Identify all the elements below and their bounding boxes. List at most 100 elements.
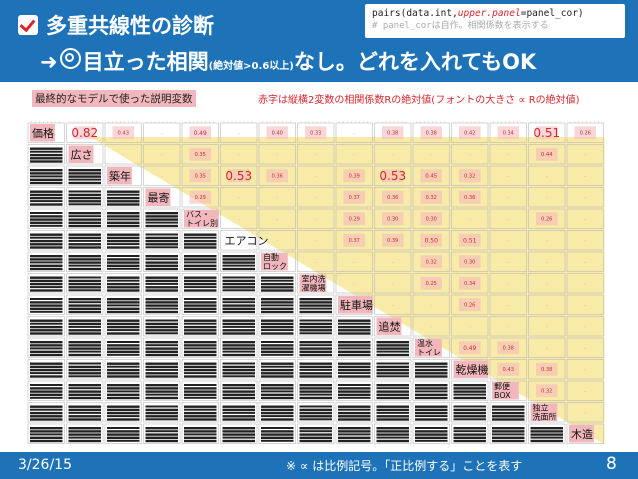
matrix-cell [566,251,604,272]
r-value: 0.32 [426,195,437,201]
scatter-cell [299,319,332,335]
matrix-cell [374,337,412,358]
r-value-small: ·· [468,217,471,222]
scatter-strip [222,375,255,378]
r-value-small: ·· [276,217,279,222]
scatter-cell [107,212,140,228]
scatter-strip [30,264,63,267]
matrix-cell [220,165,258,186]
scatter-strip [222,267,255,271]
scatter-strip [184,325,217,329]
matrix-cell [220,251,258,272]
scatter-strip [222,276,255,279]
matrix-cell [27,316,65,337]
scatter-strip [184,319,217,322]
matrix-cell [412,187,450,208]
scatter-cell [107,319,140,335]
scatter-cell [145,319,178,335]
scatter-strip [107,375,140,378]
matrix-cell [181,165,219,186]
r-value: 0.38 [503,346,514,352]
r-value: 0.30 [387,217,398,223]
scatter-strip [107,430,140,433]
variable-label: BOX [494,391,511,400]
scatter-cell [492,405,525,421]
scatter-strip [261,319,294,322]
r-value-box [381,212,404,226]
scatter-strip [222,411,255,414]
scatter-strip [107,325,140,329]
scatter-strip [30,427,63,430]
matrix-cell [181,230,219,251]
scatter-strip [145,344,178,347]
scatter-strip [184,411,217,415]
matrix-cell [220,380,258,401]
scatter-strip [68,332,101,335]
scatter-strip [222,258,255,261]
r-value-box [343,190,366,204]
scatter-cell [68,319,101,335]
scatter-strip [68,233,101,236]
scatter-cell [145,255,178,271]
scatter-cell [530,427,563,443]
variable-highlight [145,188,171,206]
scatter-strip [222,387,255,390]
r-value-box [189,190,212,204]
scatter-cell [30,276,63,292]
matrix-cell [528,144,566,165]
r-value-box [458,233,481,247]
scatter-strip [261,332,294,335]
scatter-strip [299,329,332,332]
scatter-strip [338,375,371,378]
scatter-strip [222,304,255,307]
scatter-strip [68,439,101,443]
scatter-strip [184,304,217,307]
r-value: 0.32 [541,389,552,395]
matrix-cell [374,402,412,423]
matrix-cell [451,165,489,186]
scatter-strip [68,368,101,372]
scatter-strip [30,353,63,357]
slide-title: 多重共線性の診断 [18,8,214,42]
scatter-cell [145,341,178,357]
scatter-cell [338,405,371,421]
scatter-strip [30,325,63,329]
matrix-cell [258,251,296,272]
scatter-strip [184,246,217,249]
scatter-strip [453,439,486,443]
scatter-strip [68,212,101,215]
scatter-strip [107,203,140,206]
matrix-cell [66,423,104,444]
scatter-strip [222,365,255,369]
scatter-strip [107,215,140,218]
matrix-cell [297,165,335,186]
scatter-strip [338,322,371,325]
r-value: 0.36 [464,195,475,201]
matrix-cell [66,144,104,165]
subtitle-small: (絶対値>0.6以上) [208,61,294,72]
scatter-strip [68,319,101,322]
scatter-strip [30,310,63,313]
r-value: 0.38 [426,131,437,137]
scatter-strip [30,267,63,271]
matrix-cell [566,208,604,229]
scatter-strip [145,261,178,264]
scatter-cell [415,427,448,442]
scatter-strip [338,408,371,411]
scatter-cell [68,384,101,400]
scatter-strip [68,264,101,267]
scatter-cell [299,384,332,400]
matrix-cell [143,144,181,165]
scatter-strip [184,233,217,236]
scatter-cell [30,362,63,378]
variable-label: 築年 [109,169,131,183]
scatter-strip [415,393,448,396]
footer-note: ※ ∝ は比例記号。「正比例する」ことを表す [286,459,523,473]
r-value-small: ·· [276,238,279,243]
scatter-strip [107,341,140,343]
r-value-small: ·· [545,238,548,243]
scatter-strip [107,236,140,240]
r-value-box [266,126,289,140]
scatter-strip [184,387,217,390]
matrix-cell [374,423,412,444]
